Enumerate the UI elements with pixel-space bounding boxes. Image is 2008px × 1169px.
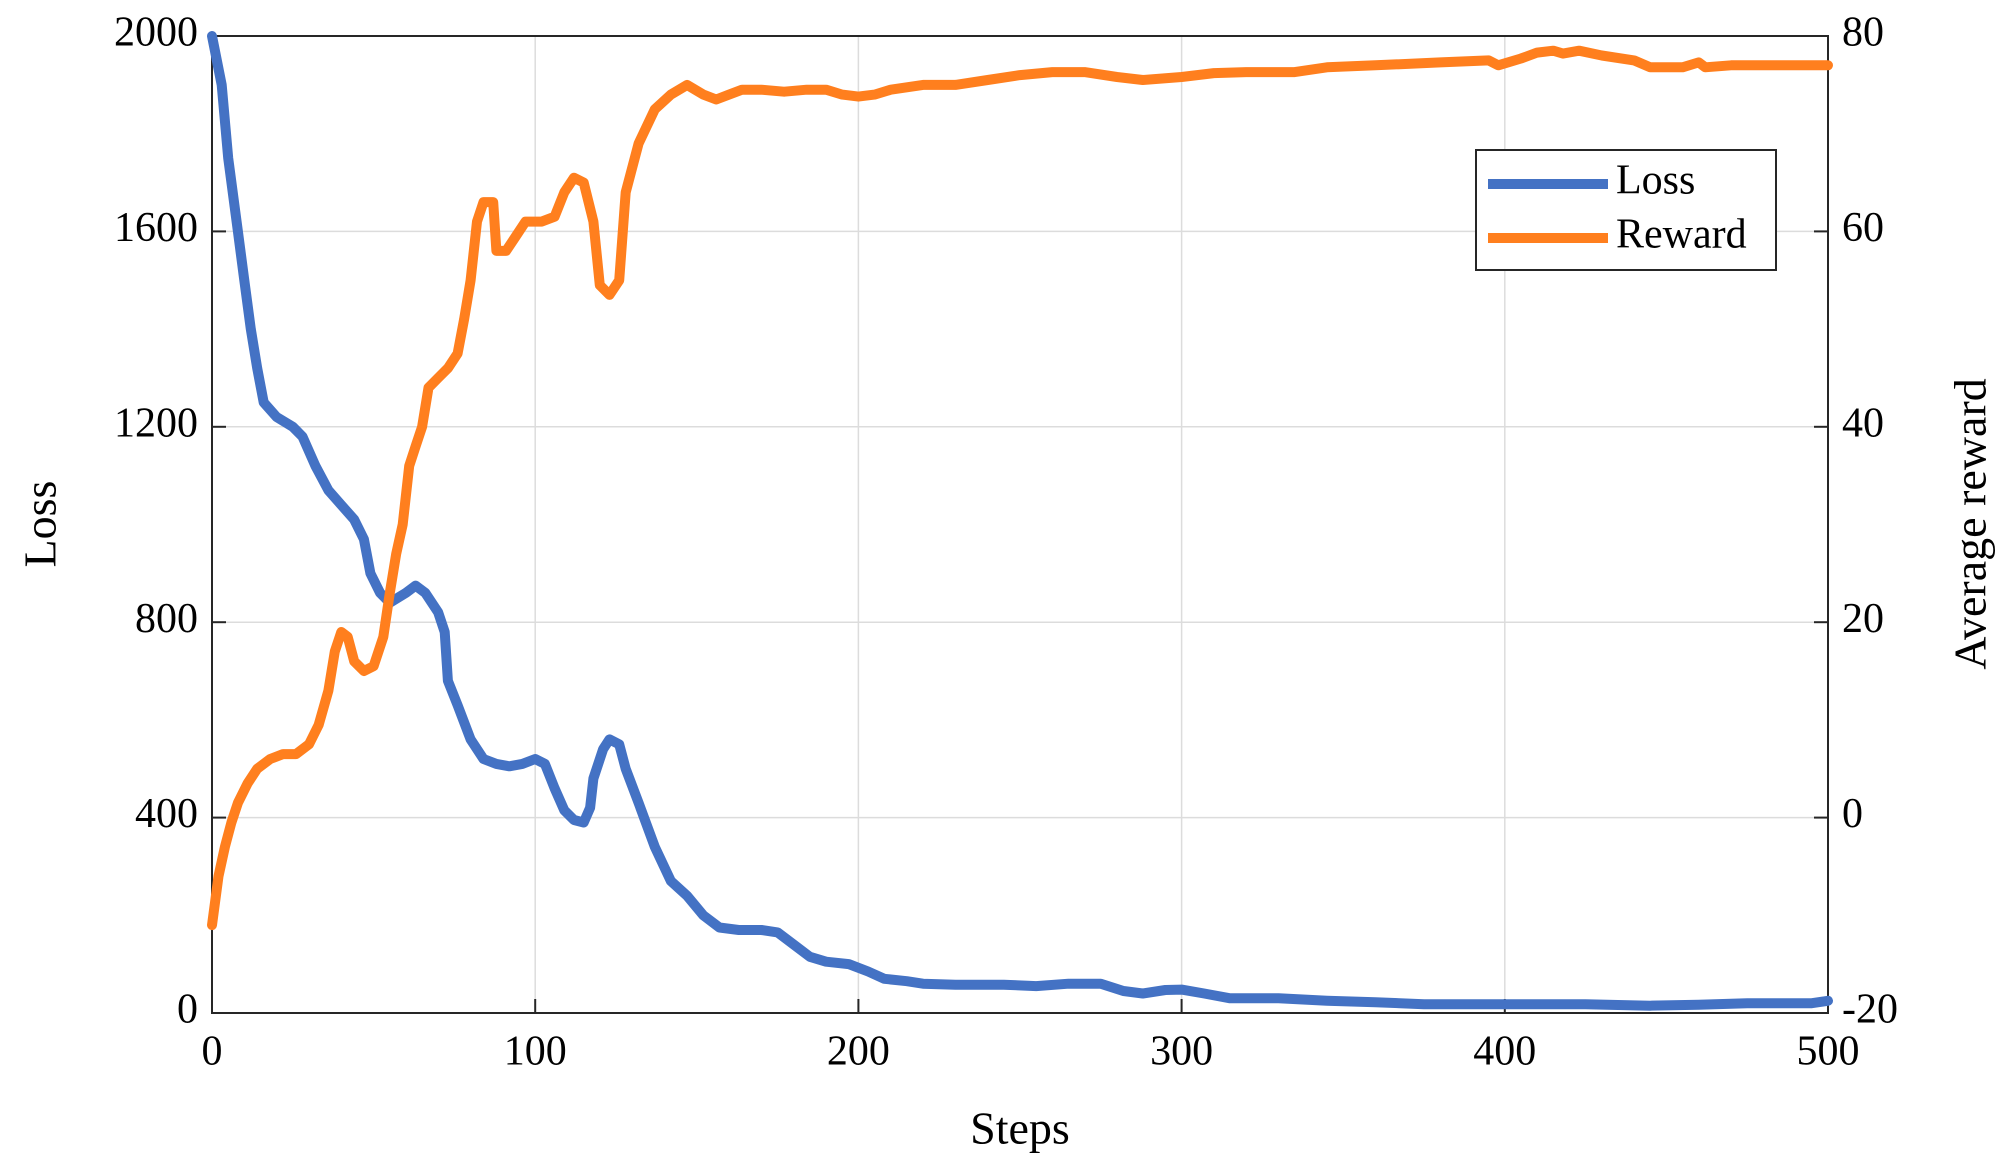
y2-axis-label: Average reward	[1945, 378, 1996, 670]
plot-frame	[211, 35, 1829, 1014]
x-tick-label: 300	[1150, 1029, 1213, 1075]
line-series	[207, 31, 1833, 1011]
line-series	[207, 45, 1833, 931]
x-axis-label: Steps	[970, 1103, 1070, 1154]
y-tick-label: 1200	[114, 400, 198, 446]
legend-label: Loss	[1616, 158, 1695, 204]
y2-tick-label: 0	[1842, 791, 1863, 837]
y-axis-label: Loss	[15, 481, 66, 568]
x-tick-label: 0	[202, 1029, 223, 1075]
y-tick-label: 800	[135, 596, 198, 642]
x-tick-label: 500	[1797, 1029, 1860, 1075]
x-tick-label: 400	[1473, 1029, 1536, 1075]
y-tick-label: 2000	[114, 10, 198, 56]
y-tick-label: 0	[177, 987, 198, 1033]
y-tick-label: 400	[135, 791, 198, 837]
legend-box	[1475, 149, 1777, 271]
y2-tick-label: 20	[1842, 596, 1884, 642]
x-tick-label: 200	[827, 1029, 890, 1075]
y2-tick-label: 80	[1842, 10, 1884, 56]
x-tick-label: 100	[504, 1029, 567, 1075]
y2-tick-label: -20	[1842, 987, 1898, 1033]
y-tick-label: 1600	[114, 205, 198, 251]
y2-tick-label: 60	[1842, 205, 1884, 251]
y2-tick-label: 40	[1842, 400, 1884, 446]
legend-label: Reward	[1616, 212, 1747, 258]
